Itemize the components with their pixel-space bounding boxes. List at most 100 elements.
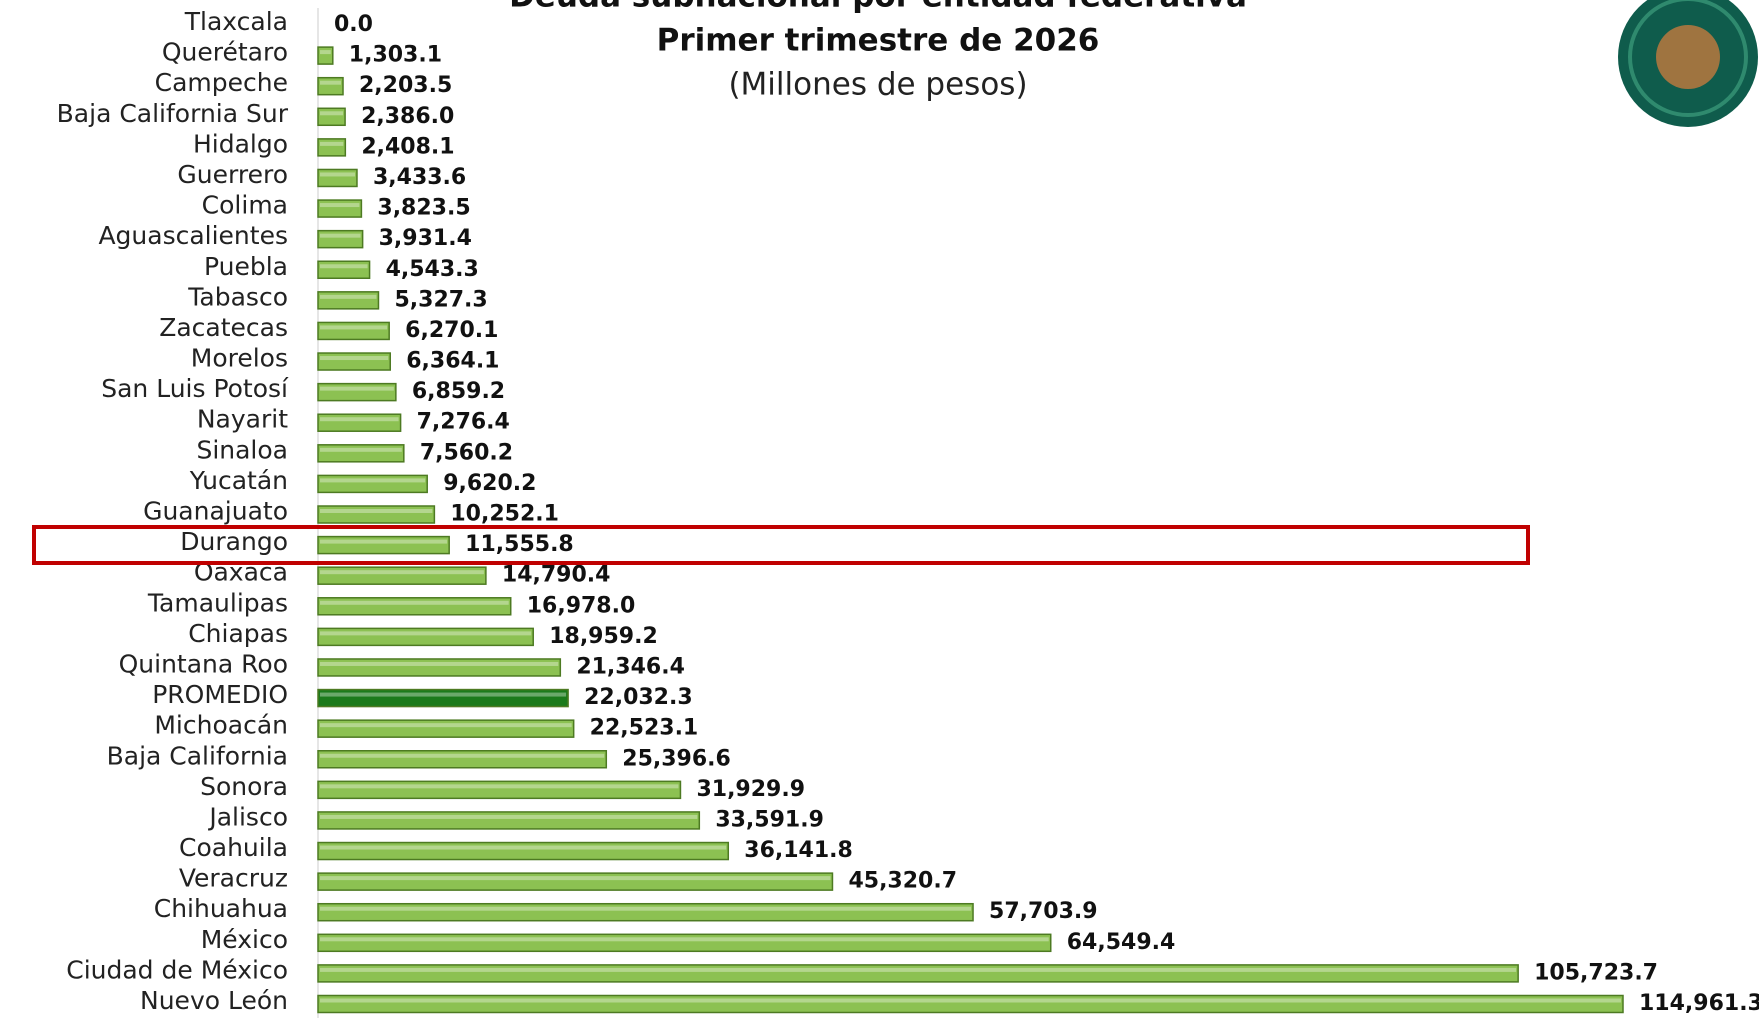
category-label: Morelos (191, 344, 288, 373)
bar-shine (320, 203, 360, 208)
value-label: 64,549.4 (1067, 930, 1176, 955)
emblem (1618, 0, 1758, 127)
bar-shine (320, 600, 509, 605)
category-label: Guerrero (177, 160, 288, 189)
bar (317, 138, 347, 157)
value-label: 7,560.2 (420, 440, 513, 465)
bar-shine (320, 325, 388, 330)
category-label: Baja California (107, 741, 288, 770)
value-label: 7,276.4 (417, 410, 510, 435)
emblem-ring (1628, 0, 1748, 117)
value-label: 33,591.9 (715, 807, 824, 832)
value-label: 31,929.9 (696, 777, 805, 802)
category-label: Zacatecas (159, 313, 288, 342)
category-label: Coahuila (179, 833, 288, 862)
bar (317, 811, 701, 830)
bar (317, 505, 436, 524)
category-label: Jalisco (207, 802, 288, 831)
value-label: 14,790.4 (502, 563, 611, 588)
value-label: 4,543.3 (386, 257, 479, 282)
bar-shine (320, 356, 389, 361)
bar-shine (320, 753, 605, 758)
category-label: Yucatán (189, 466, 288, 495)
value-label: 3,931.4 (379, 226, 472, 251)
category-label: Tlaxcala (184, 7, 288, 36)
value-label: 2,203.5 (359, 73, 452, 98)
value-label: 2,408.1 (361, 134, 454, 159)
bar (317, 352, 391, 371)
value-label: 18,959.2 (549, 624, 658, 649)
bar (317, 872, 834, 891)
bar-shine (320, 111, 344, 116)
value-label: 45,320.7 (848, 869, 957, 894)
bar-shine (320, 233, 361, 238)
bar-shine (320, 80, 342, 85)
bar-shine (320, 570, 484, 575)
value-label: 6,364.1 (406, 349, 499, 374)
value-label: 22,523.1 (590, 716, 699, 741)
bar (317, 76, 344, 96)
bar (317, 46, 334, 65)
value-label: 0.0 (334, 12, 373, 37)
bar-shine (320, 478, 426, 483)
bar (317, 719, 575, 738)
value-label: 10,252.1 (450, 502, 559, 527)
bar-shine (320, 50, 331, 55)
bar (317, 535, 450, 555)
value-label: 2,386.0 (361, 104, 454, 129)
bar (317, 321, 390, 341)
bar-shine (320, 539, 448, 544)
value-label: 21,346.4 (576, 654, 685, 679)
category-label: Puebla (204, 252, 288, 281)
highlight-box (32, 525, 1530, 565)
value-label: 114,961.3 (1639, 991, 1759, 1016)
category-label: Quintana Roo (119, 649, 288, 678)
bar (317, 229, 364, 249)
bar-shine (320, 906, 972, 911)
category-label: Hidalgo (193, 129, 288, 158)
bar-shine (320, 876, 831, 881)
bar (317, 964, 1519, 983)
chart-title: Deuda subnacional por entidad federativa (509, 0, 1247, 15)
value-label: 9,620.2 (443, 471, 536, 496)
category-label: Veracruz (179, 864, 288, 893)
bar (317, 688, 569, 708)
category-label: PROMEDIO (152, 680, 288, 709)
bar (317, 841, 730, 861)
bar-shine (320, 967, 1517, 972)
bar-shine (320, 784, 679, 789)
category-label: Tamaulipas (147, 588, 288, 617)
bar-shine (320, 723, 572, 728)
bar-shine (320, 692, 567, 697)
category-label: Nayarit (197, 405, 288, 434)
bar (317, 260, 371, 279)
units-label: (Millones de pesos) (728, 67, 1027, 103)
value-label: 5,327.3 (394, 287, 487, 312)
category-label: Chihuahua (154, 894, 288, 923)
value-label: 57,703.9 (989, 899, 1098, 924)
value-label: 11,555.8 (465, 532, 574, 557)
bar-shine (320, 937, 1049, 942)
category-label: Tabasco (187, 282, 288, 311)
bar-shine (320, 661, 559, 666)
bar (317, 382, 397, 402)
value-label: 22,032.3 (584, 685, 693, 710)
value-label: 3,823.5 (377, 196, 470, 221)
value-label: 25,396.6 (622, 746, 731, 771)
bar (317, 933, 1052, 953)
category-label: Nuevo León (140, 986, 288, 1015)
category-label: Campeche (155, 68, 288, 97)
category-label: Baja California Sur (57, 99, 289, 128)
bar (317, 566, 487, 585)
category-label: Colima (202, 191, 288, 220)
bar-shine (320, 172, 355, 177)
category-label: México (201, 925, 288, 954)
bar (317, 291, 380, 310)
bar (317, 994, 1624, 1014)
category-label: Michoacán (154, 711, 288, 740)
bar (317, 780, 682, 800)
value-label: 105,723.7 (1534, 960, 1658, 985)
bar-shine (320, 141, 344, 146)
